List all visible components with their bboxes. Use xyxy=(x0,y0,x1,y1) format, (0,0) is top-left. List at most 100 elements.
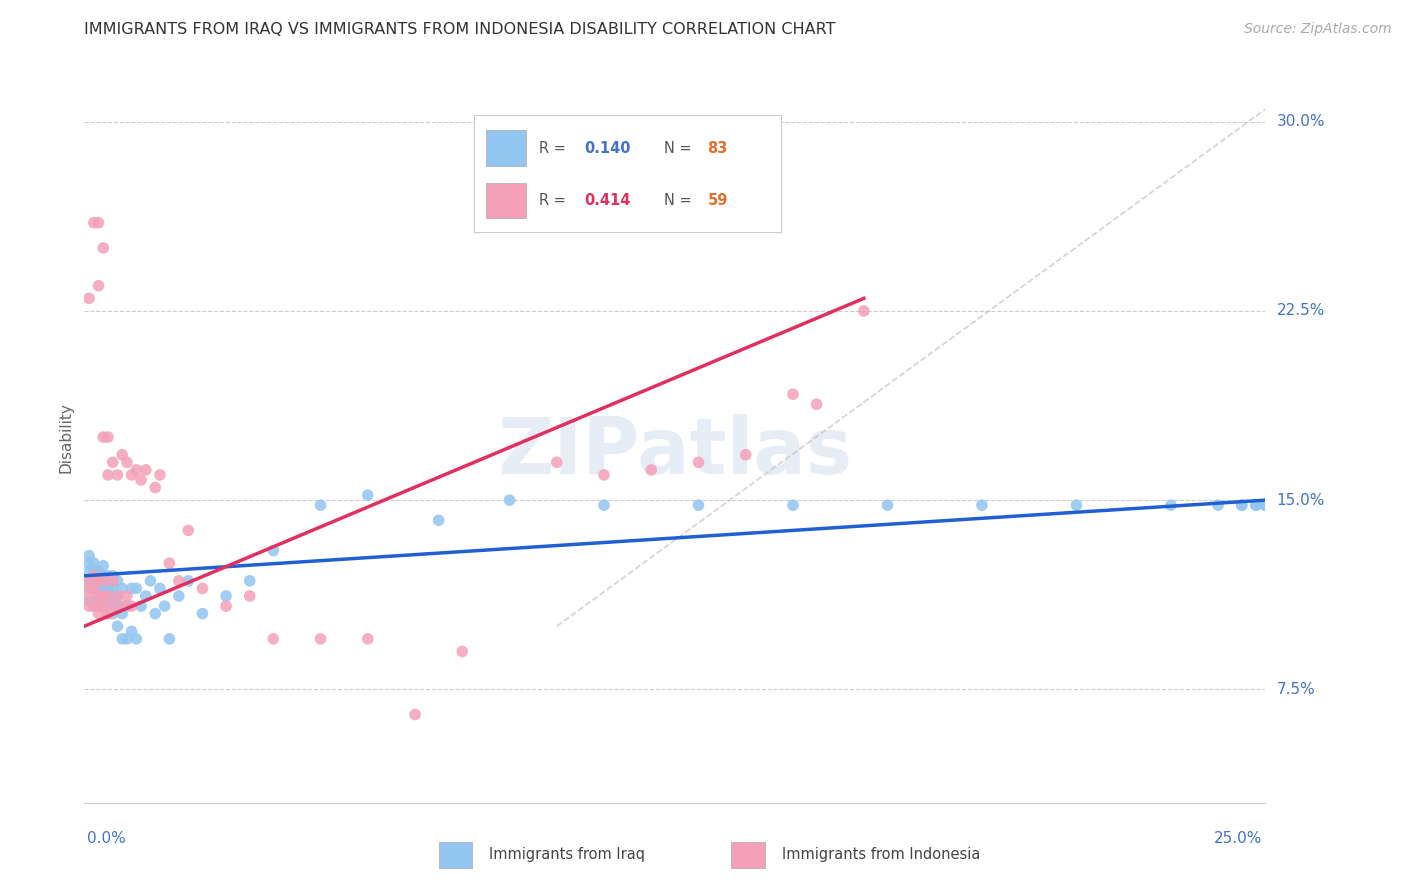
Point xyxy=(125,463,148,477)
Point xyxy=(87,579,110,593)
Point xyxy=(593,467,616,482)
Point xyxy=(215,589,238,603)
Point xyxy=(215,599,238,613)
Point xyxy=(77,291,100,305)
Point xyxy=(177,574,200,588)
Point xyxy=(640,463,662,477)
Point xyxy=(77,599,100,613)
Text: 30.0%: 30.0% xyxy=(1277,114,1324,129)
Point xyxy=(135,463,157,477)
Point xyxy=(149,582,172,596)
Point xyxy=(91,589,114,603)
Text: Immigrants from Indonesia: Immigrants from Indonesia xyxy=(782,847,980,862)
Point xyxy=(101,607,124,621)
Point xyxy=(111,607,134,621)
Point xyxy=(121,624,143,639)
Point xyxy=(239,574,262,588)
Point xyxy=(83,574,105,588)
Point xyxy=(87,569,110,583)
Point xyxy=(357,632,380,646)
Point xyxy=(593,498,616,512)
Point xyxy=(1230,498,1253,512)
Point xyxy=(91,594,114,608)
Point xyxy=(309,632,332,646)
Point xyxy=(83,569,105,583)
Point xyxy=(83,594,105,608)
Point xyxy=(404,707,426,722)
Point xyxy=(107,589,129,603)
Point xyxy=(1244,498,1267,512)
Point xyxy=(782,498,804,512)
Point xyxy=(688,498,710,512)
Point xyxy=(77,556,100,570)
Point xyxy=(115,632,138,646)
Point xyxy=(111,632,134,646)
Point xyxy=(77,589,100,603)
Point xyxy=(111,448,134,462)
Point xyxy=(97,582,120,596)
Text: N =: N = xyxy=(665,141,697,155)
Point xyxy=(1254,498,1277,512)
Point xyxy=(782,387,804,401)
Point xyxy=(97,589,120,603)
Text: 59: 59 xyxy=(707,194,728,208)
Point xyxy=(177,524,200,538)
Point xyxy=(1160,498,1182,512)
Point xyxy=(167,574,190,588)
Point xyxy=(115,599,138,613)
Text: IMMIGRANTS FROM IRAQ VS IMMIGRANTS FROM INDONESIA DISABILITY CORRELATION CHART: IMMIGRANTS FROM IRAQ VS IMMIGRANTS FROM … xyxy=(84,22,835,37)
Point xyxy=(153,599,176,613)
Point xyxy=(87,589,110,603)
Point xyxy=(143,607,166,621)
Point xyxy=(97,607,120,621)
Text: 0.140: 0.140 xyxy=(585,141,631,155)
Point xyxy=(111,582,134,596)
Text: 25.0%: 25.0% xyxy=(1215,831,1263,846)
Text: Immigrants from Iraq: Immigrants from Iraq xyxy=(489,847,645,862)
FancyBboxPatch shape xyxy=(731,842,765,868)
Point xyxy=(107,589,129,603)
Point xyxy=(97,467,120,482)
Point xyxy=(191,607,214,621)
Point xyxy=(451,644,474,658)
Point xyxy=(357,488,380,502)
Point xyxy=(97,589,120,603)
Point xyxy=(77,564,100,578)
Point xyxy=(1230,498,1253,512)
Point xyxy=(107,574,129,588)
Point xyxy=(83,599,105,613)
Point xyxy=(1254,498,1277,512)
Point xyxy=(91,589,114,603)
Point xyxy=(87,574,110,588)
Point xyxy=(91,569,114,583)
Point xyxy=(91,430,114,444)
Point xyxy=(83,569,105,583)
Text: R =: R = xyxy=(538,141,569,155)
Point xyxy=(309,498,332,512)
Point xyxy=(101,579,124,593)
Text: 0.414: 0.414 xyxy=(585,194,631,208)
Point xyxy=(546,455,568,469)
Point xyxy=(97,569,120,583)
Text: 0.0%: 0.0% xyxy=(87,831,127,846)
Point xyxy=(876,498,898,512)
Point xyxy=(91,599,114,613)
Point xyxy=(157,556,180,570)
FancyBboxPatch shape xyxy=(439,842,472,868)
Point xyxy=(1244,498,1267,512)
Point xyxy=(83,564,105,578)
Point xyxy=(139,574,162,588)
Text: 15.0%: 15.0% xyxy=(1277,492,1324,508)
Point xyxy=(87,599,110,613)
Point xyxy=(77,582,100,596)
Point xyxy=(77,582,100,596)
Point xyxy=(87,607,110,621)
Point xyxy=(91,582,114,596)
Point xyxy=(97,594,120,608)
Point xyxy=(91,574,114,588)
Point xyxy=(806,397,828,411)
Point xyxy=(91,241,114,255)
Text: Source: ZipAtlas.com: Source: ZipAtlas.com xyxy=(1244,22,1392,37)
Text: 7.5%: 7.5% xyxy=(1277,681,1315,697)
Point xyxy=(101,599,124,613)
